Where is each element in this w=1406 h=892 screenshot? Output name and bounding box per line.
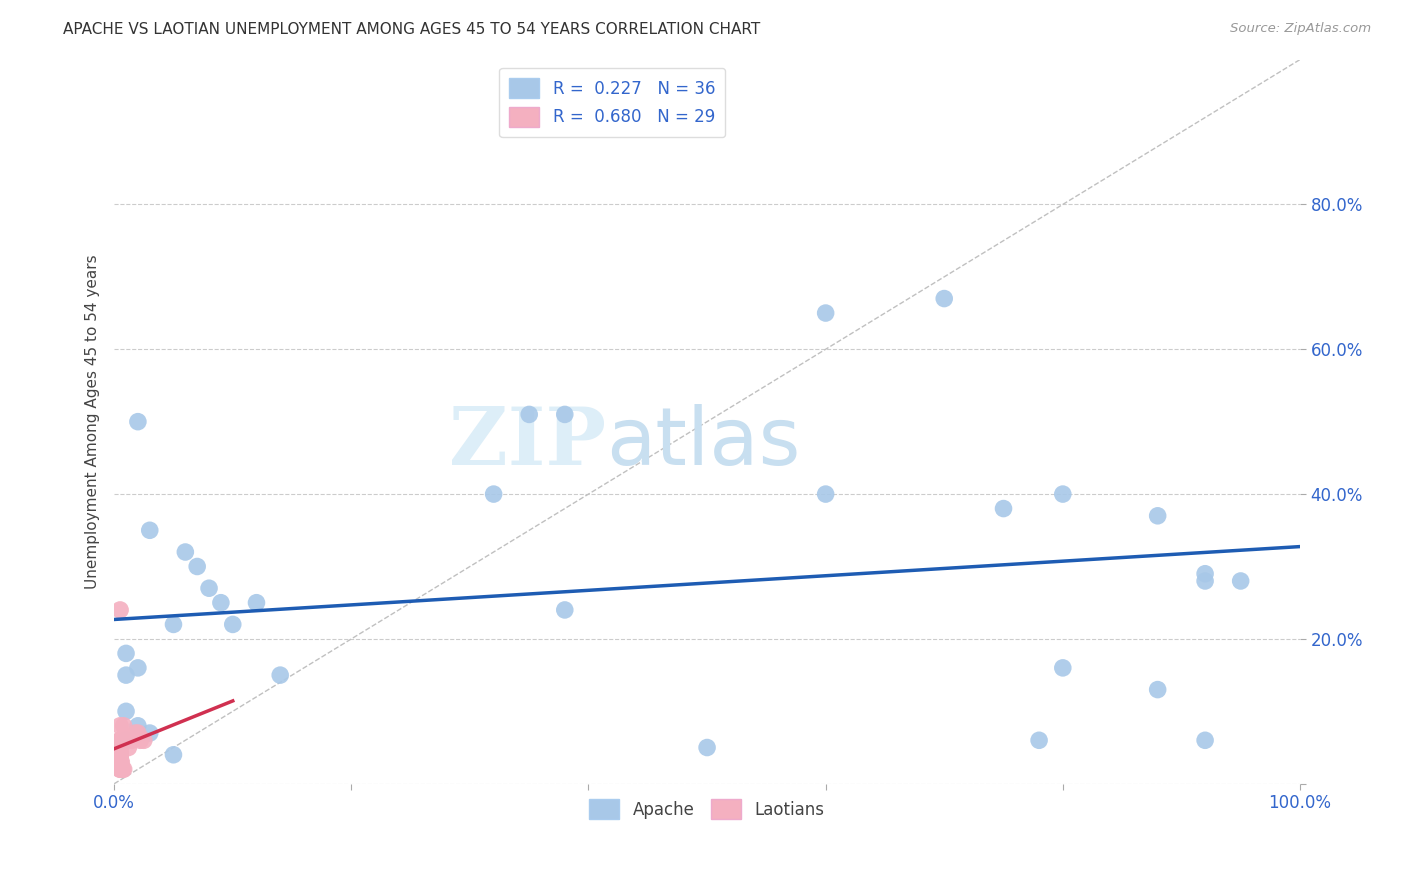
Point xyxy=(814,487,837,501)
Legend: Apache, Laotians: Apache, Laotians xyxy=(583,792,831,826)
Point xyxy=(1052,661,1074,675)
Point xyxy=(108,719,131,733)
Point xyxy=(222,617,245,632)
Point xyxy=(162,617,184,632)
Point xyxy=(108,740,131,755)
Point xyxy=(108,747,131,762)
Text: Source: ZipAtlas.com: Source: ZipAtlas.com xyxy=(1230,22,1371,36)
Text: APACHE VS LAOTIAN UNEMPLOYMENT AMONG AGES 45 TO 54 YEARS CORRELATION CHART: APACHE VS LAOTIAN UNEMPLOYMENT AMONG AGE… xyxy=(63,22,761,37)
Point xyxy=(108,762,131,776)
Point xyxy=(108,755,131,769)
Point xyxy=(117,740,139,755)
Point xyxy=(554,408,576,422)
Point xyxy=(1194,733,1216,747)
Point xyxy=(110,755,132,769)
Point xyxy=(934,292,956,306)
Point xyxy=(245,596,267,610)
Point xyxy=(115,647,138,661)
Point xyxy=(554,603,576,617)
Point xyxy=(108,733,131,747)
Point xyxy=(209,596,232,610)
Point xyxy=(186,559,208,574)
Point xyxy=(108,747,131,762)
Point xyxy=(124,726,146,740)
Point xyxy=(108,740,131,755)
Point xyxy=(139,726,162,740)
Point xyxy=(132,733,155,747)
Point xyxy=(139,523,162,537)
Point xyxy=(1146,682,1168,697)
Point xyxy=(108,747,131,762)
Point xyxy=(115,668,138,682)
Point xyxy=(517,408,540,422)
Point xyxy=(111,762,134,776)
Point xyxy=(115,704,138,718)
Point xyxy=(121,733,143,747)
Point xyxy=(174,545,197,559)
Point xyxy=(127,661,149,675)
Point xyxy=(1194,566,1216,581)
Point xyxy=(108,740,131,755)
Point xyxy=(115,733,138,747)
Point xyxy=(1194,574,1216,588)
Point xyxy=(696,740,718,755)
Point xyxy=(482,487,505,501)
Point xyxy=(129,733,152,747)
Text: atlas: atlas xyxy=(606,404,800,483)
Point xyxy=(127,415,149,429)
Point xyxy=(1028,733,1050,747)
Point xyxy=(112,762,135,776)
Point xyxy=(108,755,131,769)
Point xyxy=(198,581,221,595)
Text: ZIP: ZIP xyxy=(450,404,606,483)
Point xyxy=(108,747,131,762)
Point xyxy=(814,306,837,320)
Point xyxy=(112,719,135,733)
Y-axis label: Unemployment Among Ages 45 to 54 years: Unemployment Among Ages 45 to 54 years xyxy=(86,254,100,589)
Point xyxy=(108,740,131,755)
Point xyxy=(162,747,184,762)
Point xyxy=(108,762,131,776)
Point xyxy=(127,719,149,733)
Point xyxy=(269,668,291,682)
Point xyxy=(127,726,149,740)
Point xyxy=(108,747,131,762)
Point xyxy=(108,733,131,747)
Point xyxy=(1229,574,1251,588)
Point xyxy=(993,501,1015,516)
Point xyxy=(108,603,131,617)
Point xyxy=(108,747,131,762)
Point xyxy=(1146,508,1168,523)
Point xyxy=(1052,487,1074,501)
Point xyxy=(115,733,138,747)
